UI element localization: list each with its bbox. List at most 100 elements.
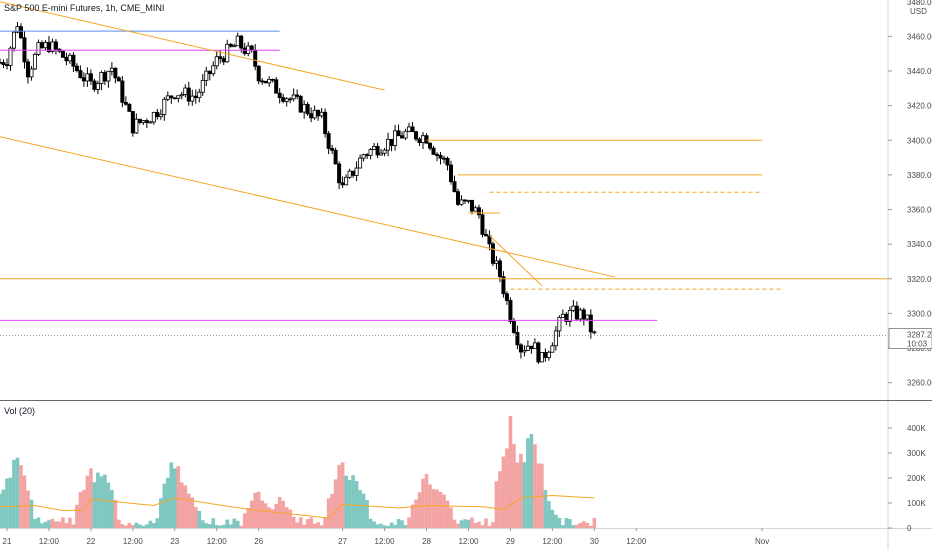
trend-line[interactable] [0,136,616,278]
candle[interactable] [504,291,509,305]
candle[interactable] [375,143,380,159]
candle[interactable] [123,96,128,106]
candle[interactable] [445,156,450,171]
candle[interactable] [179,91,184,100]
candle[interactable] [239,34,244,53]
candle[interactable] [414,130,419,142]
candle[interactable] [358,154,363,169]
candle[interactable] [497,258,502,283]
candle[interactable] [333,147,338,165]
candle[interactable] [305,102,310,116]
candle[interactable] [368,148,373,160]
candle[interactable] [263,80,268,84]
candle[interactable] [151,111,156,125]
candle[interactable] [546,350,551,361]
candle[interactable] [476,204,481,219]
candle[interactable] [344,174,349,186]
candle[interactable] [567,306,572,327]
candle[interactable] [120,76,125,108]
candle[interactable] [438,151,443,165]
candle[interactable] [36,39,41,57]
candle[interactable] [130,111,135,137]
candle[interactable] [448,160,453,185]
candle[interactable] [288,97,293,104]
candle[interactable] [71,52,76,72]
trend-lines[interactable] [0,1,616,287]
candle[interactable] [176,95,181,103]
candle[interactable] [536,341,541,364]
candle[interactable] [553,326,558,351]
candle[interactable] [295,89,300,100]
candle[interactable] [74,63,79,73]
candle[interactable] [330,144,335,154]
candle[interactable] [144,118,149,129]
candle[interactable] [455,188,460,206]
candle[interactable] [490,241,495,267]
candle[interactable] [232,43,237,48]
candle[interactable] [197,88,202,103]
candle[interactable] [291,88,296,102]
candle[interactable] [200,74,205,96]
candle[interactable] [1,59,6,69]
trend-line[interactable] [489,235,543,287]
candle[interactable] [190,89,195,106]
candle[interactable] [88,69,93,85]
candle[interactable] [435,152,440,162]
candle[interactable] [323,108,328,138]
candle[interactable] [274,77,279,94]
candle[interactable] [424,133,429,144]
candle[interactable] [501,271,506,298]
candle[interactable] [403,128,408,141]
candle[interactable] [379,148,384,156]
candle[interactable] [267,76,272,87]
candle[interactable] [480,209,485,238]
candle[interactable] [410,122,415,133]
candle[interactable] [588,309,593,339]
candle[interactable] [459,195,464,206]
candle[interactable] [169,95,174,104]
candle[interactable] [148,120,153,124]
candles[interactable] [0,21,597,364]
candle[interactable] [95,80,100,95]
candle[interactable] [428,142,433,151]
candle[interactable] [298,94,303,114]
time-axis[interactable]: 21 12:00 22 12:00 23 12:00 26 27 12:00 28 12:00 29 1… [3,528,770,546]
candle[interactable] [469,199,474,215]
candle[interactable] [452,175,457,193]
candle[interactable] [53,39,58,55]
candle[interactable] [550,342,555,353]
horizontal-lines[interactable] [0,30,888,336]
candle[interactable] [396,124,401,137]
candle[interactable] [11,31,16,52]
candle[interactable] [78,65,83,79]
candle[interactable] [186,81,191,106]
candle[interactable] [106,70,111,88]
candle[interactable] [113,67,118,84]
volume-pane[interactable]: Vol (20) 0 100K 200K 300K 400K [0,406,926,533]
candle[interactable] [431,145,436,156]
candle[interactable] [592,330,597,335]
candle[interactable] [337,161,342,190]
candle[interactable] [134,113,139,134]
candle[interactable] [522,345,527,357]
candle[interactable] [127,103,132,112]
candle[interactable] [581,307,586,326]
candle[interactable] [326,130,331,155]
candle[interactable] [354,161,359,182]
candle[interactable] [361,153,366,162]
candle[interactable] [393,124,398,151]
candle[interactable] [158,109,163,120]
candle[interactable] [60,50,65,58]
candle[interactable] [515,325,520,350]
candle[interactable] [256,65,261,85]
candle[interactable] [483,229,488,237]
candle[interactable] [214,51,219,70]
candle[interactable] [32,52,37,71]
candle[interactable] [382,148,387,157]
trend-line[interactable] [0,1,385,91]
candle[interactable] [116,75,121,82]
candle[interactable] [162,96,167,121]
candle[interactable] [29,66,34,81]
candle[interactable] [277,88,282,104]
